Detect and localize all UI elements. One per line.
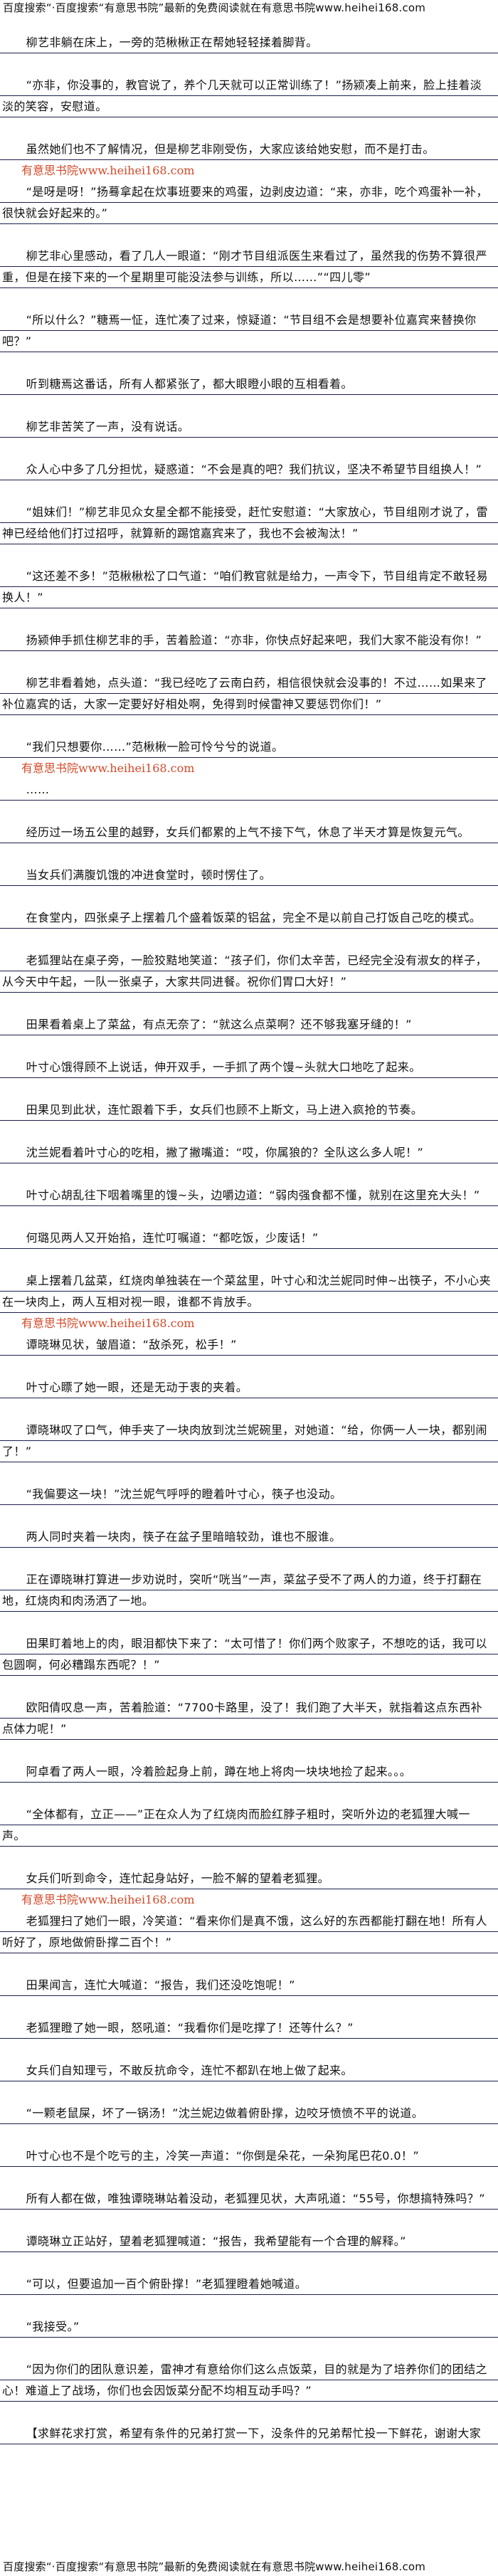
paragraph: 谭晓琳叹了口气，伸手夹了一块肉放到沈兰妮碗里，对她道：“给，你俩一人一块，都别闹… (0, 1420, 498, 1462)
bottom-banner: 百度搜索“·百度搜索“有意思书院”最新的免费阅读就在有意思书院www.heihe… (3, 2560, 426, 2573)
paragraph: “我们只想要你……”范楸楸一脸可怜兮兮的说道。 (0, 737, 498, 758)
paragraph: 虽然她们也不了解情况，但是柳艺非刚受伤，大家应该给她安慰，而不是打击。 (0, 139, 498, 160)
paragraph: 桌上摆着几盆菜，红烧肉单独装在一个菜盆里，叶寸心和沈兰妮同时伸~出筷子，不小心夹… (0, 1270, 498, 1313)
paragraph: “这还差不多！”范楸楸松了口气道：“咱们教官就是给力，一声令下，节目组肯定不敢轻… (0, 566, 498, 608)
paragraph: 田果看着桌上了菜盆，有点无奈了：“就这么点菜啊？还不够我塞牙缝的！” (0, 1014, 498, 1035)
watermark: 有意思书院www.heihei168.com (21, 1316, 195, 1330)
paragraph: 谭晓琳见状，皱眉道：“敌杀死，松手！” (0, 1334, 498, 1356)
paragraph: “一颗老鼠屎，坏了一锅汤！”沈兰妮边做着俯卧撑，边咬牙愤愤不平的说道。 (0, 2103, 498, 2124)
paragraph: 老狐狸站在桌子旁，一脸狡黠地笑道：“孩子们，你们太辛苦，已经完全没有淑女的样子，… (0, 950, 498, 993)
watermark: 有意思书院www.heihei168.com (21, 164, 195, 177)
paragraph: 女兵们听到命令，连忙起身站好，一脸不解的望着老狐狸。 (0, 1868, 498, 1889)
chapter-text: 柳艺非躺在床上，一旁的范楸楸正在帮她轻轻揉着脚背。 “亦非，你没事的，教官说了，养… (0, 32, 498, 2466)
paragraph: “可以，但要追加一百个俯卧撑！”老狐狸瞪着她喊道。 (0, 2274, 498, 2295)
paragraph: 阿卓看了两人一眼，冷着脸起身上前，蹲在地上将肉一块块地捡了起来。。。 (0, 1761, 498, 1783)
watermark: 有意思书院www.heihei168.com (21, 1893, 195, 1906)
paragraph: 老狐狸瞪了她一眼，怒吼道：“我看你们是吃撑了！还等什么？” (0, 2017, 498, 2039)
paragraph: 田果见到此状，连忙跟着下手，女兵们也顾不上斯文，马上进入疯抢的节奏。 (0, 1099, 498, 1121)
paragraph: 柳艺非躺在床上，一旁的范楸楸正在帮她轻轻揉着脚背。 (0, 32, 498, 53)
paragraph: “所以什么？”糖焉一怔，连忙凑了过来，惊疑道：“节目组不会是想要补位嘉宾来替换你… (0, 310, 498, 352)
paragraph: 【求鲜花求打赏，希望有条件的兄弟打赏一下，没条件的兄弟帮忙投一下鲜花，谢谢大家 (0, 2423, 498, 2444)
paragraph: “我偏要这一块！”沈兰妮气呼呼的瞪着叶寸心，筷子也没动。 (0, 1484, 498, 1505)
paragraph: 听到糖焉这番话，所有人都紧张了，都大眼瞪小眼的互相看着。 (0, 374, 498, 395)
paragraph: 田果盯着地上的肉，眼泪都快下来了：“太可惜了！你们两个败家子，不想吃的话，我可以… (0, 1633, 498, 1676)
paragraph: 扬颍伸手抓住柳艺非的手，苦着脸道：“亦非，你快点好起来吧，我们大家不能没有你！” (0, 630, 498, 651)
paragraph: 所有人都在做，唯独谭晓琳站着没动，老狐狸见状，大声吼道：“55号，你想搞特殊吗？… (0, 2188, 498, 2210)
paragraph: 在食堂内，四张桌子上摆着几个盛着饭菜的铝盆，完全不是以前自己打饭自己吃的模式。 (0, 907, 498, 929)
paragraph: 当女兵们满腹饥饿的冲进食堂时，顿时愣住了。 (0, 865, 498, 886)
paragraph: 众人心中多了几分担忧，疑惑道：“不会是真的吧？我们抗议，坚决不希望节目组换人！” (0, 459, 498, 480)
paragraph: “因为你们的团队意识差，雷神才有意给你们这么点饭菜，目的就是为了培养你们的团结之… (0, 2359, 498, 2402)
paragraph: 柳艺非看着她，点头道：“我已经吃了云南白药，相信很快就会没事的！不过……如果来了… (0, 672, 498, 715)
watermark: 有意思书院www.heihei168.com (21, 761, 195, 775)
paragraph: 叶寸心瞟了她一眼，还是无动于衷的夹着。 (0, 1377, 498, 1398)
paragraph: 谭晓琳立正站好，望着老狐狸喊道：“报告，我希望能有一个合理的解释。” (0, 2231, 498, 2252)
paragraph: 经历过一场五公里的越野，女兵们都累的上气不接下气，休息了半天才算是恢复元气。 (0, 822, 498, 843)
paragraph: 柳艺非苦笑了一声，没有说话。 (0, 416, 498, 438)
paragraph: 欧阳倩叹息一声，苦着脸道：“7700卡路里，没了！我们跑了大半天，就指着这点东西… (0, 1697, 498, 1740)
paragraph: “我接受。” (0, 2316, 498, 2338)
paragraph: 沈兰妮看着叶寸心的吃相，撇了撇嘴道：“哎，你属狼的？全队这么多人呢！” (0, 1142, 498, 1163)
paragraph: 叶寸心胡乱往下咽着嘴里的馒~头，边嚼边道：“弱肉强食都不懂，就别在这里充大头！” (0, 1185, 498, 1206)
paragraph: 叶寸心饿得顾不上说话，伸开双手，一手抓了两个馒~头就大口地吃了起来。 (0, 1057, 498, 1078)
paragraph: 老狐狸扫了她们一眼，冷笑道：“看来你们是真不饿，这么好的东西都能打翻在地！所有人… (0, 1911, 498, 1953)
paragraph: “姐妹们！”柳艺非见众女星全都不能接受，赶忙安慰道：“大家放心，节目组刚才说了，… (0, 502, 498, 544)
paragraph: “是呀是呀！”扬蓦拿起在炊事班要来的鸡蛋，边剥皮边道：“来，亦非，吃个鸡蛋补一补… (0, 181, 498, 224)
paragraph: “全体都有，立正——”正在众人为了红烧肉而脸红脖子粗时，突听外边的老狐狸大喊一声… (0, 1804, 498, 1847)
paragraph: 田果闻言，连忙大喊道：“报告，我们还没吃饱呢！” (0, 1975, 498, 1996)
paragraph: 叶寸心也不是个吃亏的主，冷笑一声道：“你倒是朵花，一朵狗尾巴花0.0！” (0, 2145, 498, 2167)
paragraph: 柳艺非心里感动，看了几人一眼道：“刚才节目组派医生来看过了，虽然我的伤势不算很严… (0, 246, 498, 288)
paragraph: 正在谭晓琳打算进一步劝说时，突听“咣当”一声，菜盆子受不了两人的力道，终于打翻在… (0, 1569, 498, 1612)
top-banner: 百度搜索“·百度搜索“有意思书院”最新的免费阅读就在有意思书院www.heihe… (3, 1, 426, 14)
paragraph: 何璐见两人又开始掐，连忙叮嘱道：“都吃饭，少废话！” (0, 1228, 498, 1249)
paragraph: …… (0, 779, 498, 801)
paragraph: 女兵们自知理亏，不敢反抗命令，连忙不都趴在地上做了起来。 (0, 2060, 498, 2081)
paragraph: 两人同时夹着一块肉，筷子在盆子里暗暗较劲，谁也不服谁。 (0, 1526, 498, 1548)
paragraph: “亦非，你没事的，教官说了，养个几天就可以正常训练了！”扬颍凑上前来，脸上挂着淡… (0, 75, 498, 117)
